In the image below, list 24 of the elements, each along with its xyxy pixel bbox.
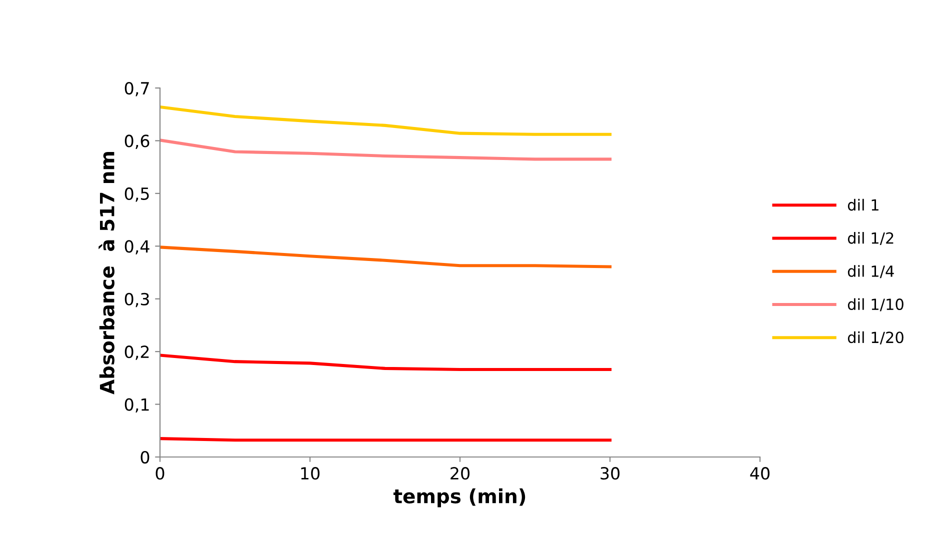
legend-label: dil 1 (848, 198, 878, 211)
y-tick-label: 0,2 (124, 346, 149, 360)
line-series (160, 354, 612, 372)
x-tick-label: 40 (750, 467, 770, 480)
x-tick-label: 0 (156, 467, 164, 480)
y-tick-label: 0,7 (124, 82, 149, 96)
x-tick-label: 10 (301, 467, 320, 480)
y-tick-label: 0,1 (124, 398, 149, 413)
legend-label: dil 1/2 (848, 232, 894, 246)
y-tick-label: 0,3 (124, 292, 149, 308)
y-tick-label: 0 (140, 450, 150, 464)
line-series (160, 105, 612, 136)
x-tick-label: 20 (450, 467, 470, 480)
y-tick-label: 0,5 (124, 187, 149, 202)
legend-label: dil 1/4 (848, 265, 894, 278)
legend-label: dil 1/10 (848, 298, 904, 312)
legend-label: dil 1/20 (848, 331, 904, 344)
x-axis-title: temps (min) (393, 488, 526, 508)
y-axis-title: Absorbance à 517 nm (98, 152, 114, 394)
y-tick-label: 0,4 (124, 240, 150, 254)
x-tick-label: 30 (600, 467, 620, 480)
y-tick-label: 0,6 (124, 134, 150, 149)
line-series (160, 246, 612, 268)
line-series (160, 138, 612, 161)
